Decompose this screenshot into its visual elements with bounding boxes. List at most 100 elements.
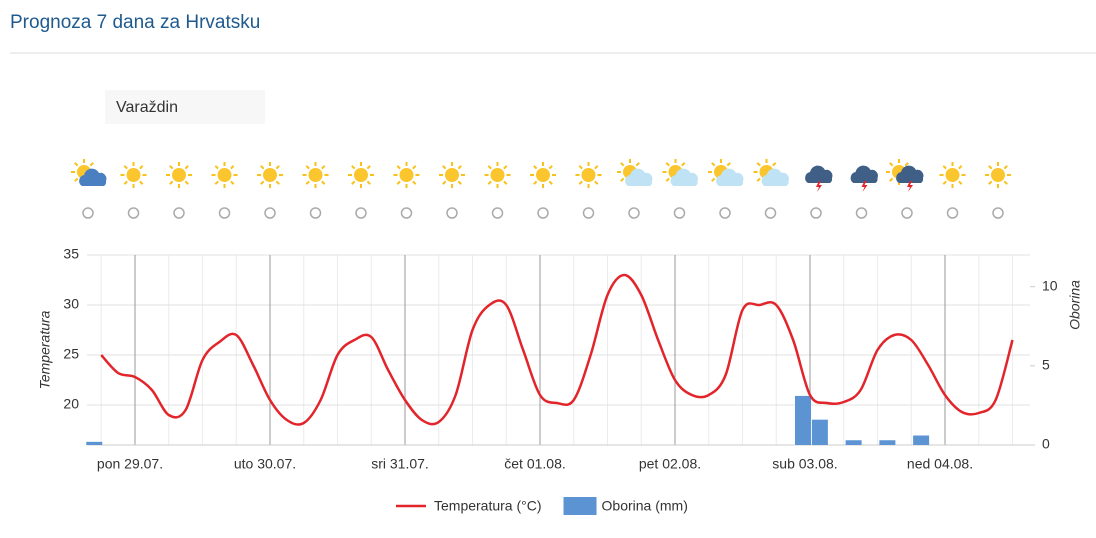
location-box [105, 90, 265, 124]
plot: 20 25 30 35 0 5 10 pon 29.07. uto 30.07. sri 31.0… [37, 246, 1083, 515]
sun-ray [184, 165, 189, 170]
sun-ray [442, 180, 447, 185]
sun-ray [123, 180, 128, 185]
sun-ray [260, 165, 265, 170]
sun [490, 168, 505, 182]
y-axis-label: Temperatura [37, 310, 53, 389]
sun-ray [275, 165, 280, 170]
wind-marker [173, 207, 185, 219]
sun-ray [89, 162, 94, 167]
sun-ray [503, 180, 508, 185]
y-tick-label: 35 [63, 246, 79, 262]
bar [811, 419, 828, 445]
y-tick-label: 30 [63, 296, 79, 312]
sun-ray [74, 177, 79, 182]
sun [354, 168, 368, 182]
cloud [896, 165, 924, 183]
sun [991, 168, 1005, 182]
cloud [79, 168, 107, 186]
sun [263, 168, 277, 182]
location: Varaždin [116, 99, 178, 116]
sun-ray [442, 165, 447, 170]
cloud [761, 168, 789, 186]
sun-ray [620, 162, 625, 167]
legend-label: Temperatura (°C) [434, 498, 542, 514]
y-tick-label: 20 [63, 396, 79, 412]
wind-marker [218, 207, 231, 219]
sun-ray [548, 165, 553, 170]
sun [172, 168, 186, 182]
sun-ray [711, 162, 716, 167]
sun-ray [457, 165, 462, 170]
sun-ray [412, 180, 417, 185]
wind-marker [992, 207, 1004, 219]
sun-ray [503, 165, 508, 170]
bar [795, 395, 811, 445]
sun-ray [772, 162, 777, 167]
wind-marker [582, 207, 595, 219]
sun-ray [214, 180, 219, 185]
bolt [816, 181, 822, 192]
sun-ray [139, 165, 144, 170]
y2-tick-label: 0 [1042, 436, 1050, 452]
wind-marker [855, 207, 868, 219]
wind-marker [82, 207, 94, 219]
sun-ray [412, 165, 417, 170]
wind-marker [446, 207, 458, 219]
y2-axis-label: Oborina [1067, 280, 1083, 330]
sun-ray [169, 180, 174, 185]
bar [845, 440, 862, 445]
sun-ray [635, 162, 640, 167]
cloud [625, 168, 653, 186]
sun-ray [620, 177, 625, 182]
sun-ray [321, 180, 326, 185]
wind-marker [810, 207, 822, 219]
x-tick-label: ned 04.08. [907, 456, 973, 472]
sun-ray [214, 165, 219, 170]
wind-marker [309, 207, 322, 219]
sun-ray [487, 180, 492, 185]
sun [445, 168, 459, 182]
sun-ray [74, 162, 79, 167]
sun-ray [594, 180, 599, 185]
sun-ray [889, 177, 894, 182]
y2-tick-label: 10 [1042, 277, 1058, 293]
sun-ray [578, 180, 583, 185]
bar [86, 441, 103, 445]
x-tick-label: sub 03.08. [772, 456, 837, 472]
cloud [670, 168, 698, 186]
sun-ray [533, 180, 538, 185]
bar [879, 440, 896, 445]
wind-marker [264, 207, 276, 219]
line [100, 273, 1014, 426]
sun-ray [396, 180, 401, 185]
legend-swatch [563, 497, 597, 515]
sun-ray [889, 162, 894, 167]
sun [308, 168, 323, 182]
sun-ray [665, 177, 670, 182]
wind-marker [901, 207, 913, 219]
sun-ray [988, 165, 993, 170]
y-tick-label: 25 [63, 346, 79, 362]
sun-ray [533, 165, 538, 170]
sun-ray [139, 180, 144, 185]
sun-ray [756, 162, 761, 167]
bolt [861, 181, 868, 192]
x-tick-label: uto 30.07. [234, 456, 296, 472]
sun [945, 168, 960, 182]
sun-ray [942, 180, 947, 185]
sun [399, 168, 414, 182]
sun-ray [169, 165, 174, 170]
weather-icons [71, 159, 1011, 219]
wind-marker [628, 207, 640, 219]
sun-ray [230, 165, 235, 170]
wind-marker [400, 207, 413, 219]
sun-ray [988, 180, 993, 185]
page-title: Prognoza 7 dana za Hrvatsku [10, 12, 260, 33]
sun-ray [184, 180, 189, 185]
wind-marker [491, 207, 504, 219]
sun-ray [366, 180, 371, 185]
cloud [850, 165, 878, 183]
sun [217, 168, 232, 182]
